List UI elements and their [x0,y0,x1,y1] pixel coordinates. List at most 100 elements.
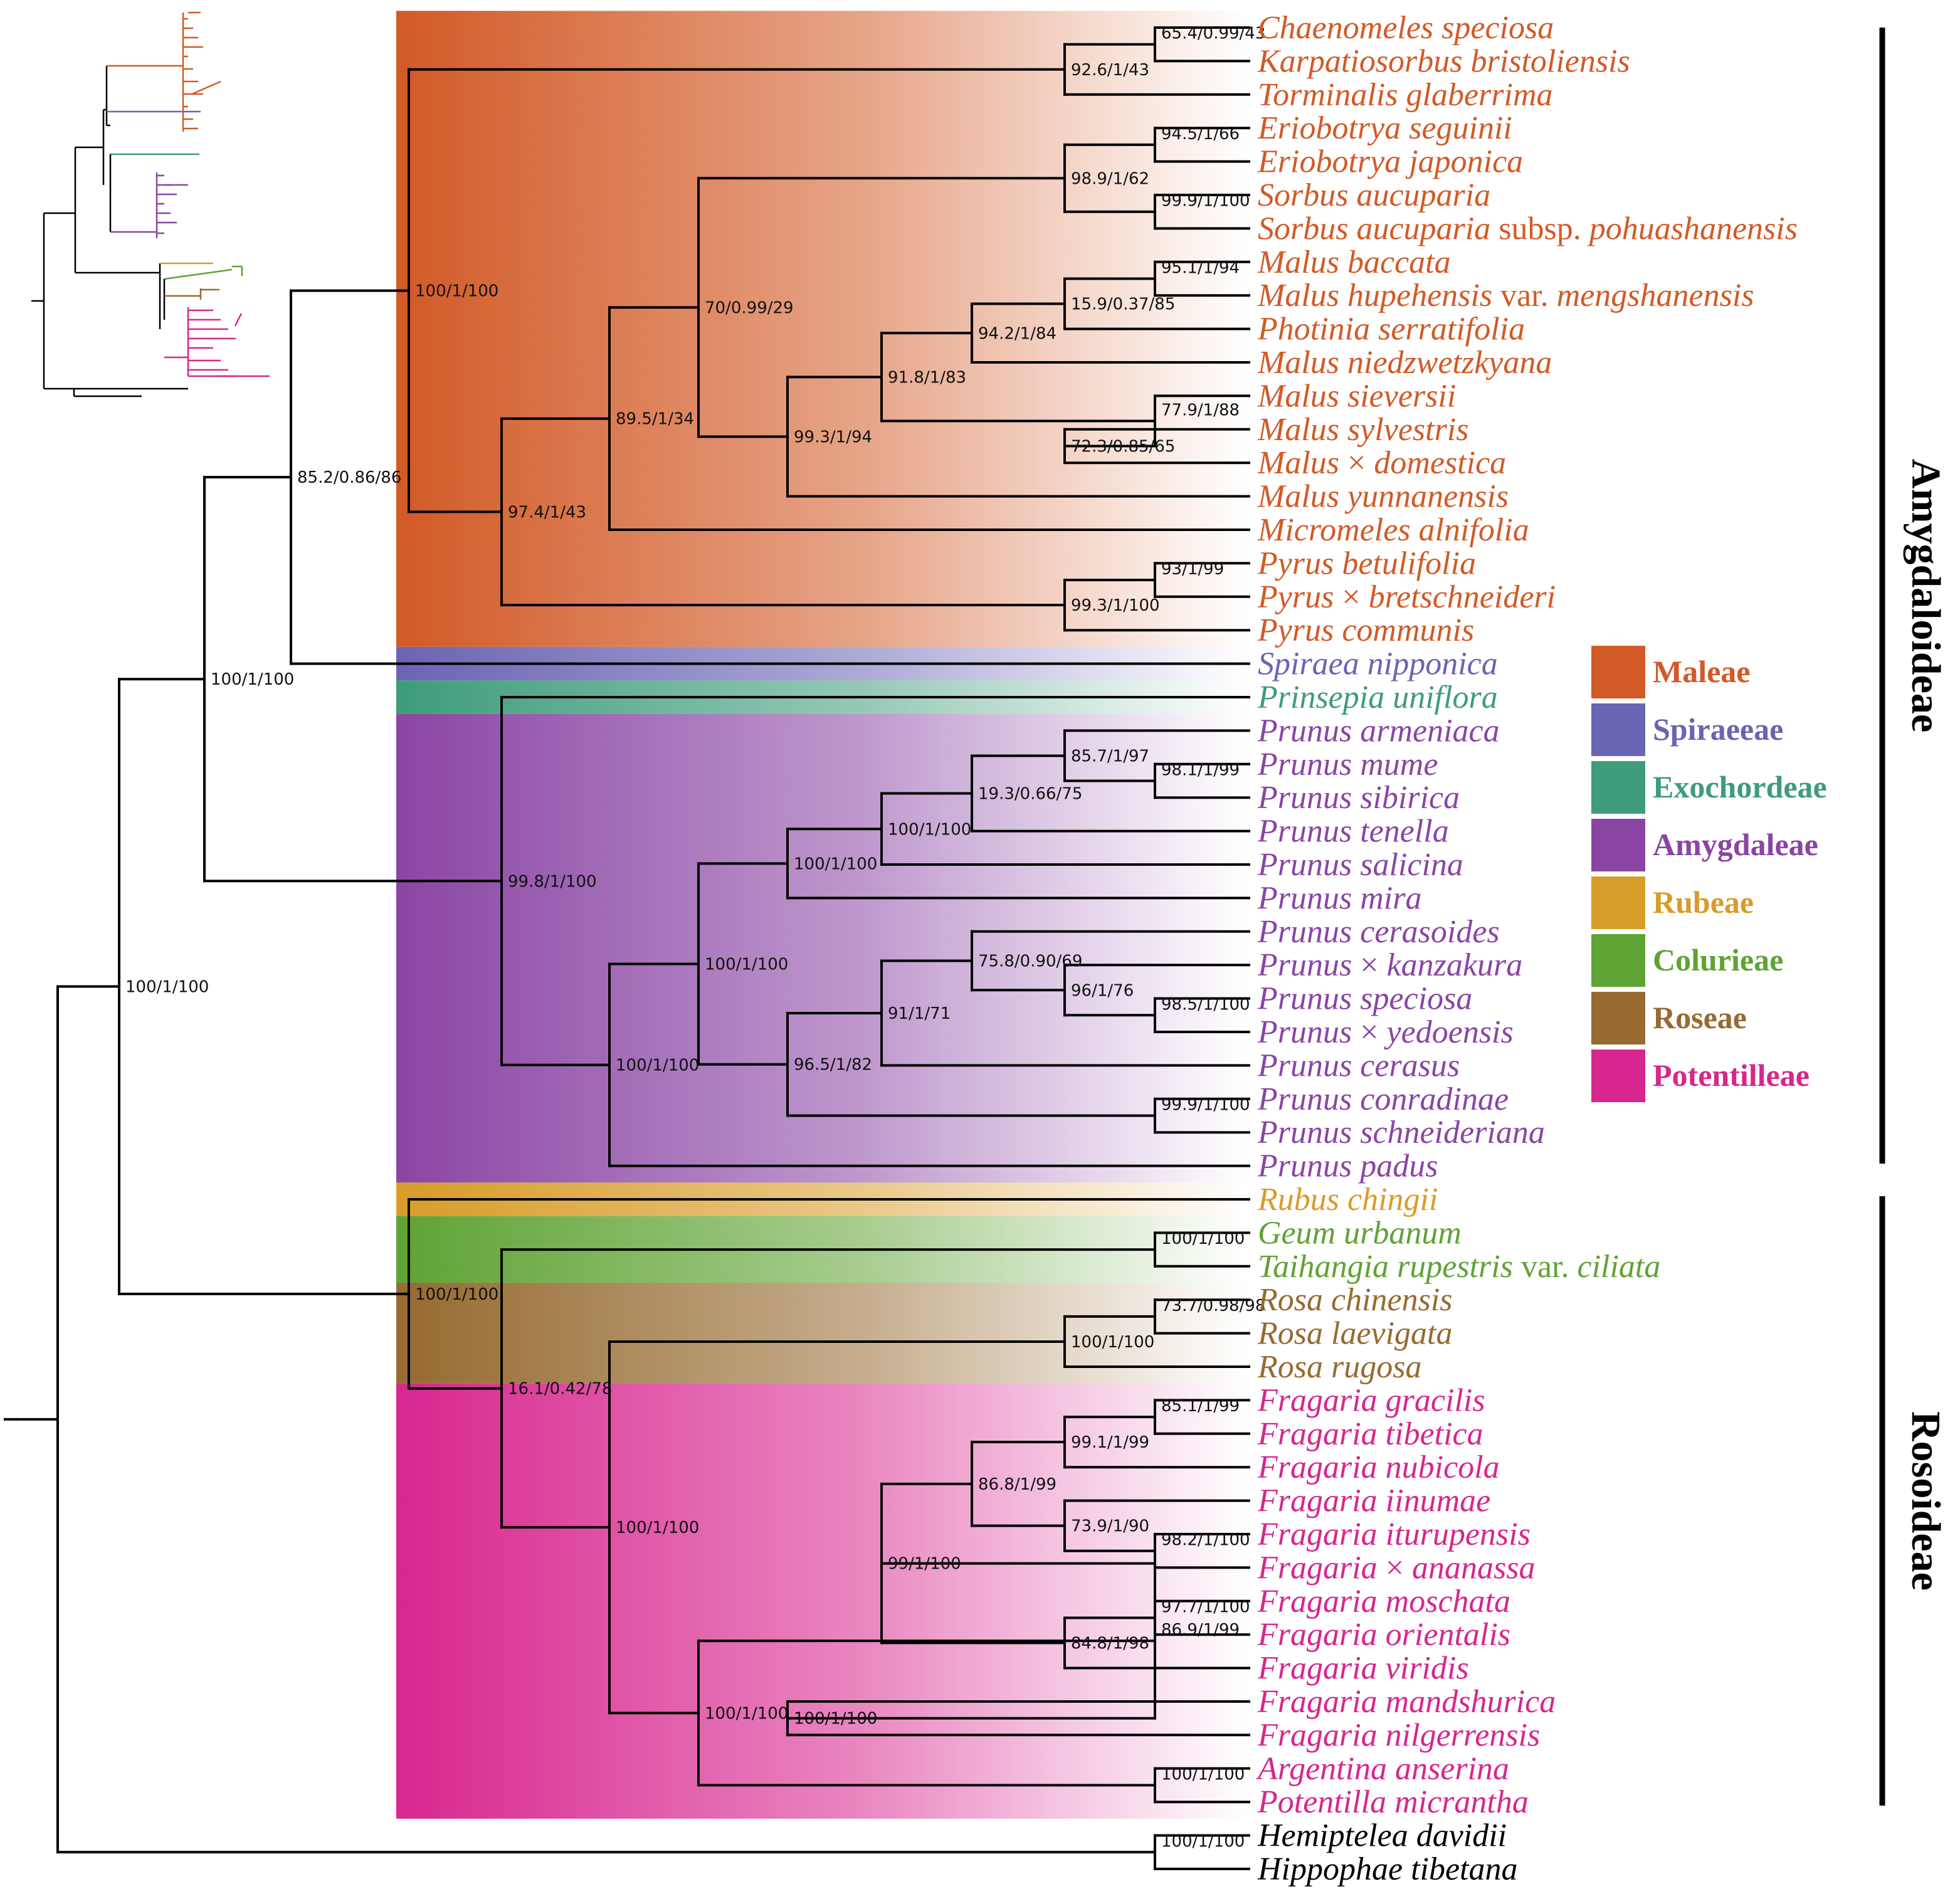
taxon-label: Pyrus betulifolia [1257,545,1476,581]
taxon-label: Prunus × yedoensis [1257,1014,1514,1050]
taxon-label: Micromeles alnifolia [1257,512,1529,548]
node-support-label: 100/1/100 [1161,1229,1245,1248]
tree-branches [4,26,1250,1870]
taxon-label: Potentilla micrantha [1257,1784,1529,1820]
legend-label-maleae: Maleae [1653,654,1750,689]
legend-swatch-maleae [1591,646,1645,698]
subfamily-label-rosoideae: Rosoideae [1903,1411,1949,1591]
node-support-label: 94.5/1/66 [1161,125,1240,144]
node-support-label: 85.2/0.86/86 [297,468,401,487]
node-support-label: 92.6/1/43 [1071,61,1149,80]
node-support-label: 100/1/100 [415,1285,498,1304]
taxon-label: Rosa chinensis [1257,1282,1453,1318]
legend-label-colurieae: Colurieae [1653,942,1783,977]
node-support-label: 100/1/100 [616,1518,699,1537]
taxon-label: Prunus armeniaca [1257,713,1500,749]
node-support-label: 96.5/1/82 [794,1056,872,1075]
node-support-label: 84.8/1/98 [1071,1634,1149,1653]
node-support-label: 85.7/1/97 [1071,747,1149,765]
node-support-label: 99.3/1/94 [794,428,872,446]
node-support-label: 19.3/0.66/75 [978,785,1082,804]
tribe-bands [396,11,1248,1819]
node-support-label: 73.7/0.98/98 [1161,1297,1265,1315]
legend-label-spiraeeae: Spiraeeae [1653,712,1783,747]
node-support-label: 100/1/100 [1161,1765,1245,1784]
taxon-label: Prunus × kanzakura [1257,947,1522,983]
taxon-label: Prunus tenella [1257,814,1449,850]
node-support-label: 100/1/100 [705,1704,788,1723]
taxon-label: Eriobotrya seguinii [1257,110,1512,146]
taxon-label: Prunus padus [1257,1149,1438,1184]
node-support-label: 72.3/0.85/65 [1071,438,1175,456]
mini-branch [234,313,243,327]
taxon-label: Fragaria iinumae [1257,1483,1490,1519]
taxon-label: Prunus salicina [1257,847,1463,883]
node-support-label: 100/1/100 [1071,1333,1154,1352]
taxon-label: Torminalis glaberrima [1258,77,1553,113]
node-support-label: 100/1/100 [888,820,971,839]
node-support-label: 75.8/0.90/69 [978,952,1082,971]
node-support-label: 86.9/1/99 [1161,1621,1240,1639]
node-support-label: 95.1/1/94 [1161,259,1240,278]
taxon-label: Prunus schneideriana [1257,1115,1545,1150]
node-support-label: 98.1/1/99 [1161,761,1240,780]
taxon-label: Prunus sibirica [1257,780,1460,816]
node-support-label: 99/1/100 [888,1555,961,1574]
legend-swatch-spiraeeae [1591,703,1645,756]
taxon-label: Fragaria mandshurica [1257,1684,1556,1720]
node-support-label: 98.5/1/100 [1161,995,1250,1014]
node-support-label: 89.5/1/34 [616,410,694,429]
node-support-label: 93/1/99 [1161,560,1224,579]
taxon-label: Malus niedzwetzkyana [1257,345,1552,381]
legend-label-rubeae: Rubeae [1653,885,1754,920]
node-support-label: 15.9/0.37/85 [1071,295,1175,314]
taxon-label: Spiraea nipponica [1258,646,1498,682]
node-support-label: 16.1/0.42/78 [508,1380,612,1399]
taxon-label: Eriobotrya japonica [1257,144,1523,180]
taxon-label: Pyrus communis [1257,613,1474,648]
legend-swatch-exochordeae [1591,761,1645,814]
subfamily-brackets: Amygdaloideae Rosoideae [1879,28,1949,1806]
taxon-label: Fragaria nilgerrensis [1257,1717,1540,1753]
legend-swatch-potentilleae [1591,1049,1645,1102]
taxon-label: Rosa laevigata [1257,1316,1453,1352]
legend-swatch-roseae [1591,992,1645,1044]
taxon-label: Prunus mira [1257,880,1421,916]
node-support-label: 99.1/1/99 [1071,1433,1149,1452]
taxon-label: Malus × domestica [1257,445,1506,481]
node-support-label: 100/1/100 [705,955,788,974]
taxon-label: Prunus cerasus [1257,1048,1460,1083]
legend-label-amygdaleae: Amygdaleae [1653,827,1818,862]
node-support-label: 73.9/1/90 [1071,1517,1149,1536]
node-support-label: 99.9/1/100 [1161,1096,1250,1115]
tribe-band-amygdaleae [396,713,1248,1183]
node-support-label: 65.4/0.99/43 [1161,24,1265,43]
taxon-label: Fragaria gracilis [1257,1382,1485,1418]
taxon-label: Fragaria tibetica [1257,1416,1483,1452]
node-support-label: 100/1/100 [125,978,209,997]
taxon-label: Prunus conradinae [1257,1081,1509,1117]
node-support-label: 98.2/1/100 [1161,1531,1250,1550]
taxon-label: Fragaria nubicola [1257,1449,1500,1485]
node-support-label: 100/1/100 [794,855,877,873]
taxon-label: Rosa rugosa [1257,1349,1421,1385]
legend-label-roseae: Roseae [1653,1000,1747,1035]
taxon-label: Malus sylvestris [1257,412,1469,448]
legend-label-potentilleae: Potentilleae [1653,1058,1810,1093]
legend-swatch-amygdaleae [1591,819,1645,871]
taxon-label: Malus sieversii [1257,378,1456,414]
mini-branch [191,80,221,95]
taxon-label: Taihangia rupestris var. ciliata [1258,1249,1660,1285]
node-support-label: 99.9/1/100 [1161,192,1250,211]
node-support-label: 100/1/100 [794,1710,877,1728]
legend-label-exochordeae: Exochordeae [1653,769,1827,804]
taxon-label: Chaenomeles speciosa [1258,10,1554,46]
legend-swatch-colurieae [1591,934,1645,987]
node-support-label: 94.2/1/84 [978,324,1056,343]
node-support-label: 86.8/1/99 [978,1475,1056,1494]
taxon-label: Fragaria iturupensis [1257,1517,1531,1552]
tribe-legend: Maleae Spiraeeae Exochordeae Amygdaleae Rube… [1591,646,1827,1102]
